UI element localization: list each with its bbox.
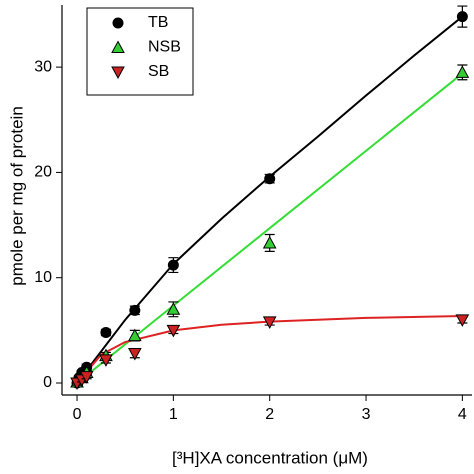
- point: [264, 173, 276, 185]
- legend-label: NSB: [148, 39, 181, 56]
- point: [127, 348, 142, 361]
- y-tick-label: 10: [34, 269, 52, 286]
- y-axis-label: pmole per mg of protein: [7, 106, 26, 286]
- point: [127, 328, 142, 342]
- point: [456, 11, 468, 23]
- legend-label: SB: [148, 63, 169, 80]
- x-tick-label: 4: [458, 406, 467, 423]
- x-tick-label: 2: [265, 406, 274, 423]
- point: [112, 17, 124, 29]
- fit-line: [76, 72, 463, 384]
- legend-label: TB: [148, 14, 168, 31]
- point: [111, 66, 125, 80]
- point: [166, 302, 181, 315]
- point: [100, 326, 112, 338]
- point: [111, 40, 125, 53]
- y-tick-label: 0: [43, 374, 52, 391]
- point: [99, 354, 113, 367]
- point: [262, 235, 277, 249]
- x-tick-label: 1: [169, 406, 178, 423]
- x-tick-label: 0: [73, 406, 82, 423]
- legend-box: [86, 7, 194, 96]
- point: [262, 316, 277, 329]
- y-tick-label: 30: [34, 58, 52, 75]
- y-tick-label: 20: [34, 164, 52, 181]
- x-tick-label: 3: [362, 406, 371, 423]
- point: [167, 259, 179, 271]
- point: [455, 65, 470, 78]
- point: [455, 314, 470, 327]
- point: [129, 304, 141, 316]
- x-axis-label: [³H]XA concentration (μM): [172, 448, 368, 467]
- point: [79, 371, 94, 384]
- point: [166, 324, 181, 338]
